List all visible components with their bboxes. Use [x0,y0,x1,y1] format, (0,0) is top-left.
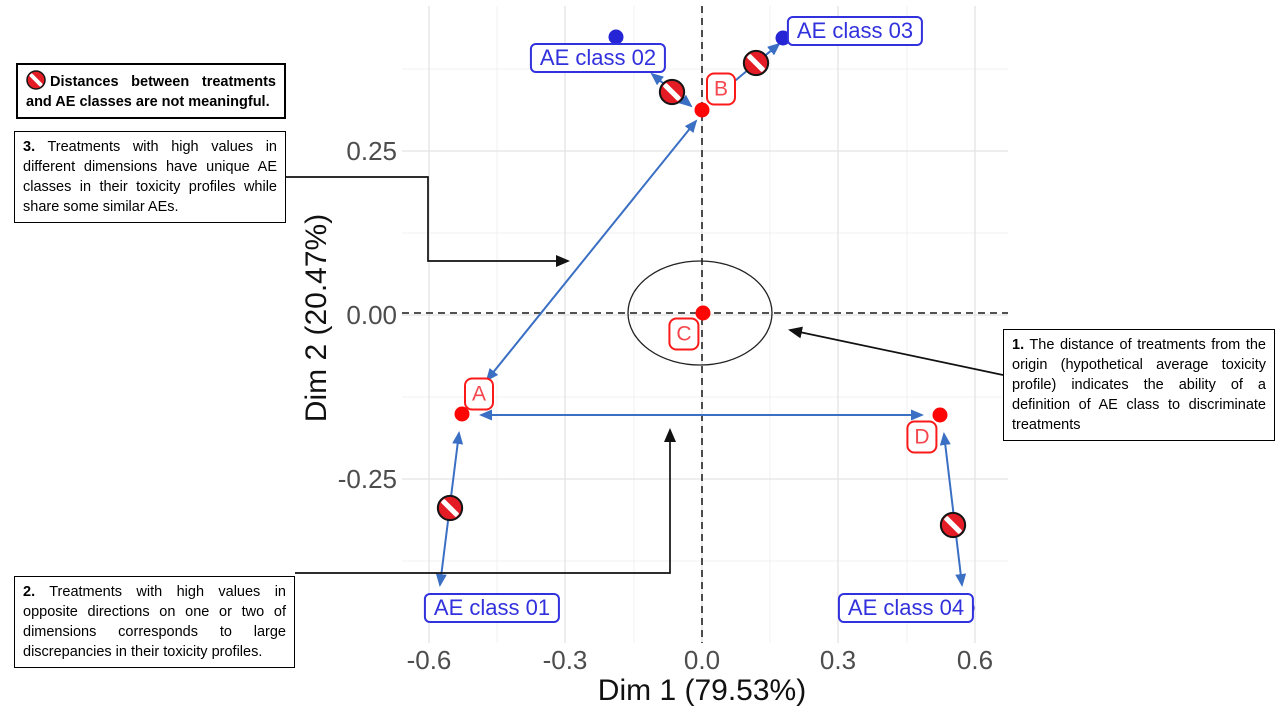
gridlines-minor [402,6,1008,643]
no-entry-icon [438,496,462,520]
x-tick-label: -0.3 [542,645,588,675]
x-axis-title: Dim 1 (79.53%) [597,674,807,707]
note-box-1: 1. The distance of treatments from the o… [1003,329,1275,441]
note-box-warning: Distances between treatments and AE clas… [16,63,286,119]
arrow-b-a [485,119,698,382]
y-axis-title: Dim 2 (20.47%) [300,213,333,423]
x-tick-label: -0.6 [406,645,452,675]
ae-class-label-03: AE class 03 [786,16,924,46]
no-entry-icon [744,51,768,75]
note-number: 3. [23,139,36,155]
arrow-d-ae04 [939,432,967,587]
treatment-point-d [932,407,948,423]
treatment-point-a [454,406,470,422]
y-tick-label: 0.25 [346,136,397,166]
treatment-point-c [695,305,711,321]
note-text: The distance of treatments from the orig… [1012,337,1266,433]
treatment-label-b: B [705,72,737,106]
no-entry-icon [26,70,46,90]
no-entry-icon [941,513,965,537]
connector-note2 [295,428,676,574]
treatment-label-d: D [906,420,938,454]
warning-text: Distances between treatments and AE clas… [26,74,276,110]
connector-note3 [286,176,570,267]
note-text: Treatments with high values in different… [23,139,277,215]
note-number: 1. [1012,337,1025,353]
ae-class-point-02 [608,29,624,45]
gridlines-major [402,6,1008,643]
treatment-label-a: A [463,377,495,411]
note-box-2: 2. Treatments with high values in opposi… [14,576,295,668]
x-tick-label: 0.3 [819,645,857,675]
note-number: 2. [23,584,36,600]
note-box-3: 3. Treatments with high values in differ… [14,131,286,223]
ae-class-label-01: AE class 01 [423,593,561,623]
x-tick-label: 0.0 [683,645,721,675]
ae-class-label-04: AE class 04 [837,593,975,623]
no-entry-icon [660,80,684,104]
connector-note1 [788,326,1004,376]
y-tick-label: 0.00 [346,300,397,330]
x-tick-label: 0.6 [956,645,994,675]
ae-class-point-03 [775,30,791,46]
ae-class-label-02: AE class 02 [529,43,667,73]
y-tick-label: -0.25 [337,464,397,494]
treatment-point-b [694,102,710,118]
treatment-label-c: C [668,317,700,351]
note-text: Treatments with high values in opposite … [23,584,286,660]
